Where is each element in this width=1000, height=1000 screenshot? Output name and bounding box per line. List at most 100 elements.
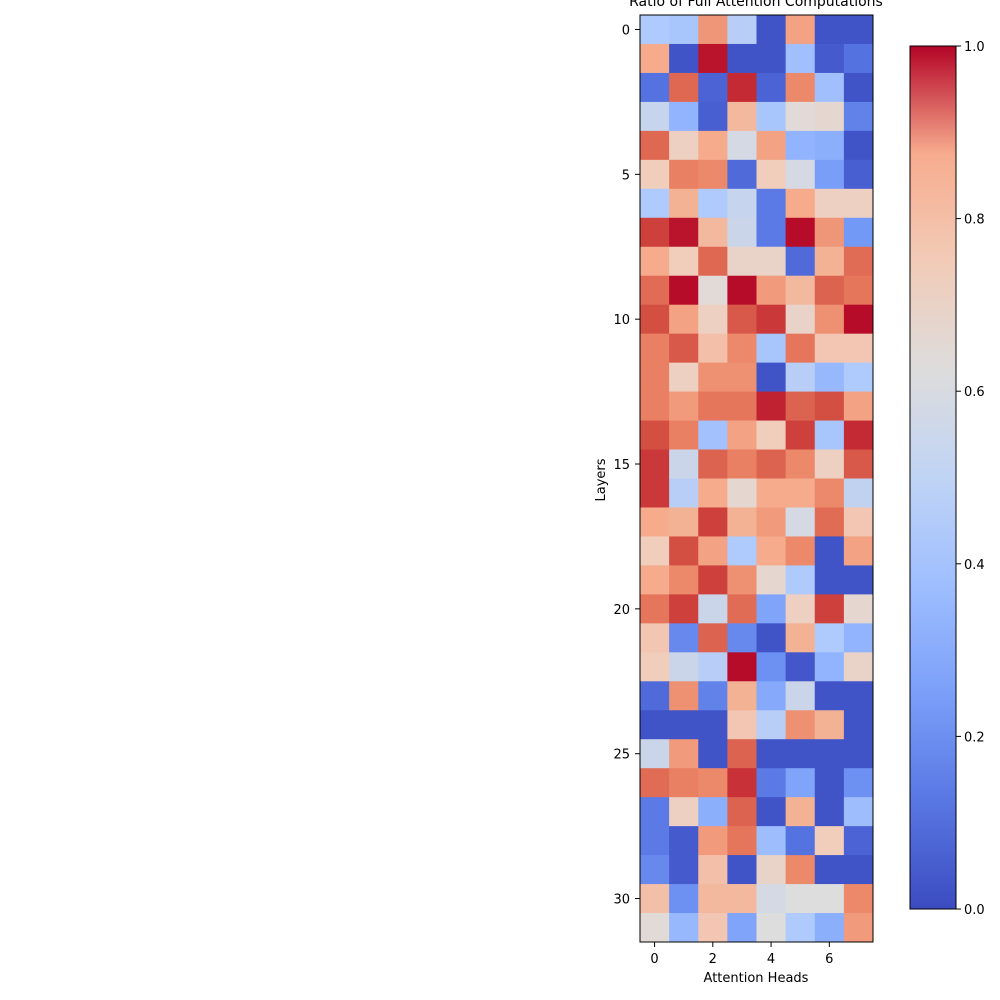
- heatmap-cell: [843, 623, 874, 653]
- heatmap-cell: [843, 43, 874, 74]
- heatmap-cell: [727, 188, 757, 219]
- heatmap-cell: [785, 391, 816, 421]
- heatmap-cell: [785, 101, 816, 132]
- colorbar-tick-label: 0.2: [964, 730, 985, 745]
- heatmap-cell: [756, 739, 787, 769]
- heatmap-cell: [669, 710, 699, 740]
- heatmap-cell: [669, 362, 699, 392]
- heatmap-cell: [843, 652, 874, 682]
- heatmap-cell: [843, 797, 874, 827]
- heatmap-cell: [727, 565, 757, 595]
- heatmap-cell: [756, 913, 787, 943]
- heatmap-cell: [785, 536, 816, 566]
- heatmap-cell: [814, 710, 845, 740]
- heatmap-cell: [814, 43, 845, 74]
- heatmap-cell: [814, 913, 845, 943]
- heatmap-cell: [814, 15, 845, 45]
- heatmap-cell: [669, 333, 699, 364]
- heatmap-cell: [814, 304, 845, 335]
- heatmap-cell: [669, 101, 699, 132]
- heatmap-cell: [814, 391, 845, 421]
- heatmap-cell: [640, 188, 670, 219]
- heatmap-cell: [727, 594, 757, 624]
- heatmap-cell: [756, 536, 787, 566]
- heatmap-cell: [640, 536, 670, 566]
- heatmap-cell: [727, 333, 757, 364]
- x-axis-label: Attention Heads: [704, 971, 809, 986]
- heatmap-cell: [640, 362, 670, 392]
- heatmap-cell: [669, 188, 699, 219]
- heatmap-cell: [814, 565, 845, 595]
- heatmap-cell: [756, 304, 787, 335]
- heatmap-cell: [756, 101, 787, 132]
- heatmap-cell: [669, 15, 699, 45]
- heatmap-cell: [756, 855, 787, 885]
- heatmap-cell: [756, 275, 787, 306]
- heatmap-cell: [640, 594, 670, 624]
- heatmap-cell: [698, 826, 728, 856]
- heatmap-cell: [756, 420, 787, 450]
- heatmap-cell: [698, 884, 728, 914]
- heatmap-cell: [843, 536, 874, 566]
- heatmap-cell: [640, 826, 670, 856]
- heatmap-cell: [756, 333, 787, 364]
- heatmap-cell: [669, 884, 699, 914]
- heatmap-cell: [698, 72, 728, 103]
- heatmap-cell: [756, 43, 787, 74]
- heatmap-cell: [814, 507, 845, 537]
- heatmap-cell: [843, 72, 874, 103]
- heatmap-cell: [785, 623, 816, 653]
- heatmap-cell: [843, 159, 874, 190]
- heatmap-cell: [843, 333, 874, 364]
- heatmap-cell: [843, 304, 874, 335]
- heatmap-cell: [843, 217, 874, 248]
- heatmap-cell: [785, 826, 816, 856]
- heatmap-cell: [698, 652, 728, 682]
- heatmap-cell: [727, 275, 757, 306]
- heatmap-cell: [727, 710, 757, 740]
- heatmap-cell: [640, 913, 670, 943]
- heatmap-cell: [698, 101, 728, 132]
- heatmap-cell: [814, 159, 845, 190]
- heatmap-cell: [785, 246, 816, 277]
- heatmap-cell: [727, 855, 757, 885]
- heatmap-cell: [843, 420, 874, 450]
- x-tick-label: 4: [767, 952, 775, 967]
- heatmap-cell: [727, 681, 757, 711]
- heatmap-cell: [727, 739, 757, 769]
- heatmap-cell: [785, 913, 816, 943]
- heatmap-cell: [785, 681, 816, 711]
- heatmap-cell: [785, 72, 816, 103]
- heatmap-cell: [640, 15, 670, 45]
- heatmap-cell: [669, 739, 699, 769]
- heatmap-cell: [698, 391, 728, 421]
- heatmap-cell: [640, 159, 670, 190]
- heatmap-cell: [785, 739, 816, 769]
- heatmap-cell: [640, 652, 670, 682]
- heatmap-cell: [843, 362, 874, 392]
- heatmap-cell: [727, 43, 757, 74]
- heatmap-cell: [640, 420, 670, 450]
- heatmap-cell: [640, 565, 670, 595]
- heatmap-cell: [843, 913, 874, 943]
- heatmap-cell: [756, 797, 787, 827]
- heatmap-cell: [785, 43, 816, 74]
- heatmap-cell: [698, 478, 728, 508]
- heatmap-cell: [669, 478, 699, 508]
- heatmap-cell: [727, 246, 757, 277]
- heatmap-cell: [698, 43, 728, 74]
- heatmap-cell: [843, 275, 874, 306]
- heatmap-cell: [640, 855, 670, 885]
- heatmap-frame: [639, 14, 874, 943]
- heatmap-cell: [640, 681, 670, 711]
- heatmap-cell: [669, 449, 699, 479]
- y-axis-ticks: 0 5 10 15 20 25 30: [613, 23, 640, 908]
- heatmap-cell: [669, 246, 699, 277]
- heatmap-cell: [727, 159, 757, 190]
- heatmap-cell: [640, 43, 670, 74]
- heatmap-cell: [727, 362, 757, 392]
- heatmap-cell: [669, 72, 699, 103]
- heatmap-cell: [814, 478, 845, 508]
- heatmap-cell: [814, 362, 845, 392]
